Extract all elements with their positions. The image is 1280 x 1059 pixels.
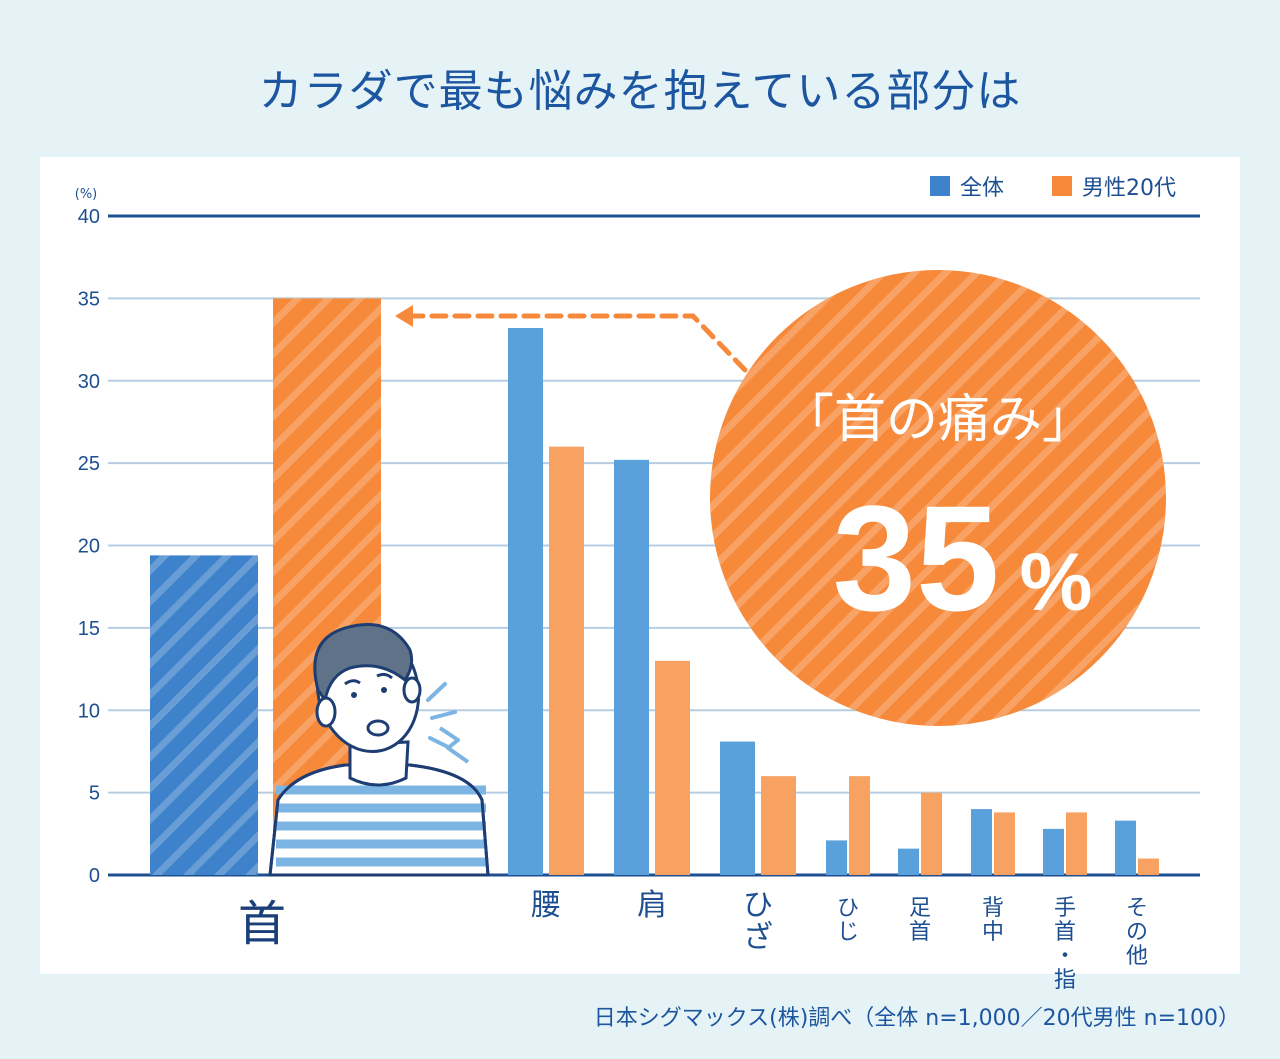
bar-overall xyxy=(508,328,543,875)
y-tick-label: 15 xyxy=(78,618,100,640)
y-tick-label: 5 xyxy=(89,783,100,805)
bar-male20s xyxy=(921,792,942,875)
pain-lines-icon xyxy=(426,682,457,750)
callout-arrow xyxy=(405,313,748,373)
pain-zigzag-icon xyxy=(438,726,470,764)
bar-overall xyxy=(720,741,755,875)
eye xyxy=(351,692,357,698)
callout-unit: % xyxy=(1020,537,1093,628)
bar-male20s xyxy=(1138,858,1159,875)
bar-male20s xyxy=(1066,812,1087,875)
hair xyxy=(313,623,414,704)
man-illustration-icon xyxy=(268,623,490,877)
mouth xyxy=(366,719,390,737)
callout-value: 35 xyxy=(833,474,1000,642)
eyebrow xyxy=(344,679,361,686)
category-label: ひざ xyxy=(743,888,773,955)
callout-stripes xyxy=(710,270,1166,726)
shirt-outline xyxy=(268,763,490,876)
bar-overall xyxy=(614,459,649,875)
bar-male20s xyxy=(655,660,690,875)
category-label: 腰 xyxy=(531,888,561,923)
bar-male20s xyxy=(849,776,870,875)
ear xyxy=(402,676,422,704)
callout-label: 「首の痛み」 xyxy=(782,390,1094,450)
legend-swatch xyxy=(1052,176,1072,196)
legend-label: 全体 xyxy=(960,176,1004,201)
bar-overall xyxy=(826,840,847,875)
neck xyxy=(348,740,410,787)
legend-swatch xyxy=(930,176,950,196)
category-label: 足首 xyxy=(909,896,931,945)
y-tick-label: 25 xyxy=(78,453,100,475)
bar-overall xyxy=(1115,820,1136,875)
category-label: 手首・指 xyxy=(1054,896,1076,993)
category-label: 背中 xyxy=(982,896,1004,945)
category-label: 首 xyxy=(238,896,286,952)
y-axis-unit: (%) xyxy=(75,187,98,202)
ear xyxy=(315,696,337,728)
bar-overall xyxy=(1043,828,1064,875)
category-label: その他 xyxy=(1126,896,1148,969)
y-tick-label: 40 xyxy=(78,206,100,228)
page-title: カラダで最も悩みを抱えている部分は xyxy=(258,66,1022,117)
y-tick-label: 10 xyxy=(78,700,100,722)
y-tick-label: 0 xyxy=(89,865,100,887)
bar-male20s xyxy=(761,776,796,875)
bar-male20s xyxy=(994,812,1015,875)
legend-label: 男性20代 xyxy=(1082,176,1176,201)
bar-overall-stripes xyxy=(150,555,258,875)
eyebrow xyxy=(376,672,393,680)
bar-male20s xyxy=(549,446,584,875)
category-label: ひじ xyxy=(837,896,859,945)
arrow-head-icon xyxy=(395,305,413,327)
y-tick-label: 30 xyxy=(78,371,100,393)
eye xyxy=(381,687,387,693)
source-note: 日本シグマックス(株)調べ（全体 n=1,000／20代男性 n=100） xyxy=(593,1006,1240,1031)
y-tick-label: 35 xyxy=(78,288,100,310)
y-tick-label: 20 xyxy=(78,536,100,558)
category-label: 肩 xyxy=(637,888,667,923)
bar-overall xyxy=(898,848,919,875)
bar-overall xyxy=(971,809,992,875)
